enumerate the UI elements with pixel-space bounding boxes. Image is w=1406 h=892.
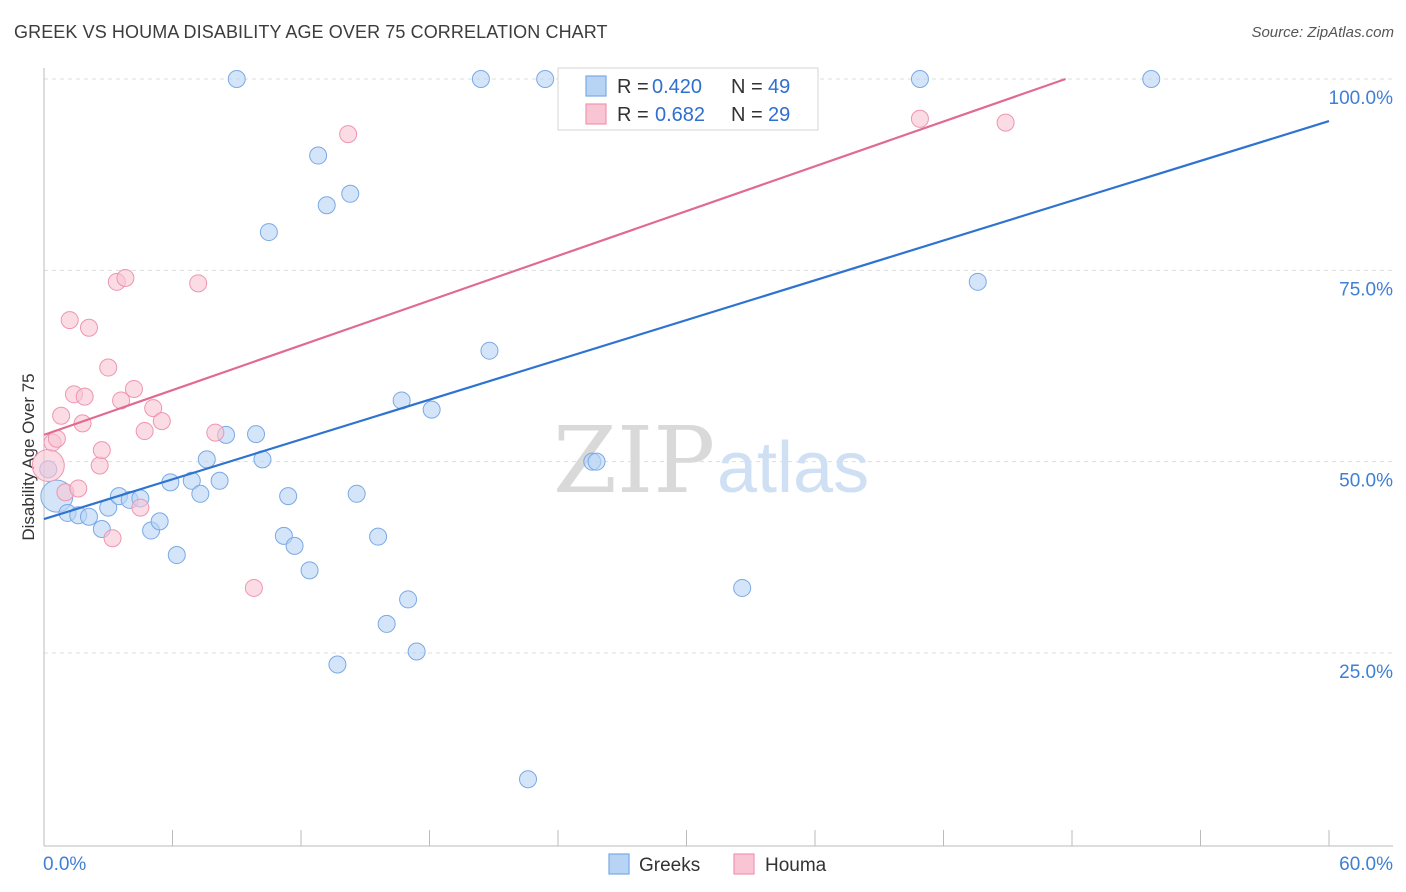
bottom-legend-swatch-houma[interactable] bbox=[733, 853, 755, 875]
greeks-point[interactable] bbox=[471, 70, 490, 88]
stats-legend: R = 0.420 N = 49 R = 0.682 N = 29 bbox=[557, 67, 819, 131]
houma-point[interactable] bbox=[99, 358, 118, 377]
greeks-point[interactable] bbox=[150, 512, 169, 531]
houma-point[interactable] bbox=[339, 125, 358, 144]
x-tick-label-min: 0.0% bbox=[43, 854, 86, 875]
legend-greeks-n-value: 49 bbox=[768, 76, 790, 98]
source-label: Source: ZipAtlas.com bbox=[1251, 24, 1394, 41]
watermark: ZIP atlas bbox=[553, 407, 869, 514]
y-axis-label: Disability Age Over 75 bbox=[19, 373, 38, 540]
houma-point[interactable] bbox=[103, 529, 122, 548]
y-tick-label: 25.0% bbox=[1339, 662, 1393, 683]
houma-point[interactable] bbox=[131, 498, 150, 517]
houma-point[interactable] bbox=[60, 311, 79, 330]
greeks-point[interactable] bbox=[910, 70, 929, 88]
bottom-legend-label-greeks[interactable]: Greeks bbox=[639, 855, 700, 876]
houma-point[interactable] bbox=[90, 456, 109, 475]
legend-houma-r-value: 0.682 bbox=[655, 104, 705, 126]
greeks-point[interactable] bbox=[341, 184, 360, 203]
greeks-point[interactable] bbox=[347, 484, 366, 503]
houma-point[interactable] bbox=[910, 109, 929, 128]
greeks-point[interactable] bbox=[399, 590, 418, 609]
y-tick-label: 50.0% bbox=[1339, 471, 1393, 492]
trendlines bbox=[43, 77, 1330, 521]
greeks-point[interactable] bbox=[369, 527, 388, 546]
greeks-point[interactable] bbox=[968, 272, 987, 291]
legend-houma-n-value: 29 bbox=[768, 104, 790, 126]
greeks-point[interactable] bbox=[167, 546, 186, 565]
greeks-point[interactable] bbox=[197, 450, 216, 469]
grid-lines bbox=[44, 78, 1393, 654]
houma-point[interactable] bbox=[996, 113, 1015, 132]
y-tick-label: 75.0% bbox=[1339, 279, 1393, 300]
greeks-point[interactable] bbox=[1142, 70, 1161, 88]
houma-point[interactable] bbox=[135, 422, 154, 441]
houma-point[interactable] bbox=[152, 412, 171, 431]
y-tick-label: 100.0% bbox=[1329, 88, 1394, 109]
greeks-point[interactable] bbox=[407, 642, 426, 661]
greeks-point[interactable] bbox=[536, 70, 555, 88]
houma-point[interactable] bbox=[31, 448, 65, 482]
houma-point[interactable] bbox=[206, 423, 225, 442]
greeks-point[interactable] bbox=[79, 507, 98, 526]
houma-point[interactable] bbox=[92, 441, 111, 460]
greeks-point[interactable] bbox=[210, 471, 229, 490]
greeks-point[interactable] bbox=[279, 487, 298, 506]
data-points bbox=[31, 70, 1161, 789]
bottom-legend-label-houma[interactable]: Houma bbox=[765, 855, 827, 876]
greeks-point[interactable] bbox=[259, 223, 278, 242]
legend-houma-n-label: N = bbox=[731, 104, 763, 126]
greeks-point[interactable] bbox=[328, 655, 347, 674]
x-tick-label-max: 60.0% bbox=[1339, 854, 1393, 875]
greeks-point[interactable] bbox=[285, 536, 304, 555]
greeks-point[interactable] bbox=[300, 561, 319, 580]
y-tick-labels: 25.0% 50.0% 75.0% 100.0% bbox=[1329, 88, 1394, 683]
greeks-point[interactable] bbox=[227, 70, 246, 88]
legend-swatch-greeks bbox=[585, 75, 607, 97]
greeks-point[interactable] bbox=[733, 578, 752, 597]
houma-point[interactable] bbox=[52, 406, 71, 425]
series-legend: Greeks Houma bbox=[608, 853, 827, 876]
x-ticks bbox=[43, 830, 1330, 846]
watermark-atlas: atlas bbox=[717, 428, 869, 508]
greeks-point[interactable] bbox=[247, 425, 266, 444]
legend-greeks-n-label: N = bbox=[731, 76, 763, 98]
houma-point[interactable] bbox=[189, 274, 208, 293]
legend-houma-r-label: R = bbox=[617, 104, 649, 126]
houma-point[interactable] bbox=[79, 318, 98, 337]
houma-point[interactable] bbox=[244, 578, 263, 597]
greeks-point[interactable] bbox=[519, 770, 538, 789]
greeks-point[interactable] bbox=[422, 400, 441, 419]
greeks-point[interactable] bbox=[377, 614, 396, 633]
greeks-trendline bbox=[43, 120, 1330, 521]
houma-point[interactable] bbox=[124, 379, 143, 398]
houma-point[interactable] bbox=[75, 387, 94, 406]
houma-trendline bbox=[43, 77, 1066, 436]
houma-point[interactable] bbox=[116, 268, 135, 287]
greeks-point[interactable] bbox=[317, 196, 336, 215]
greeks-point[interactable] bbox=[191, 484, 210, 503]
greeks-point[interactable] bbox=[587, 452, 606, 471]
houma-point[interactable] bbox=[69, 479, 88, 498]
greeks-point[interactable] bbox=[480, 341, 499, 360]
greeks-point[interactable] bbox=[309, 146, 328, 165]
bottom-legend-swatch-greeks[interactable] bbox=[608, 853, 630, 875]
houma-point[interactable] bbox=[144, 399, 163, 418]
legend-greeks-r-label: R = bbox=[617, 76, 649, 98]
legend-swatch-houma bbox=[585, 103, 607, 125]
watermark-zip: ZIP bbox=[553, 407, 715, 514]
chart-title: GREEK VS HOUMA DISABILITY AGE OVER 75 CO… bbox=[14, 22, 608, 42]
legend-greeks-r-value: 0.420 bbox=[652, 76, 702, 98]
